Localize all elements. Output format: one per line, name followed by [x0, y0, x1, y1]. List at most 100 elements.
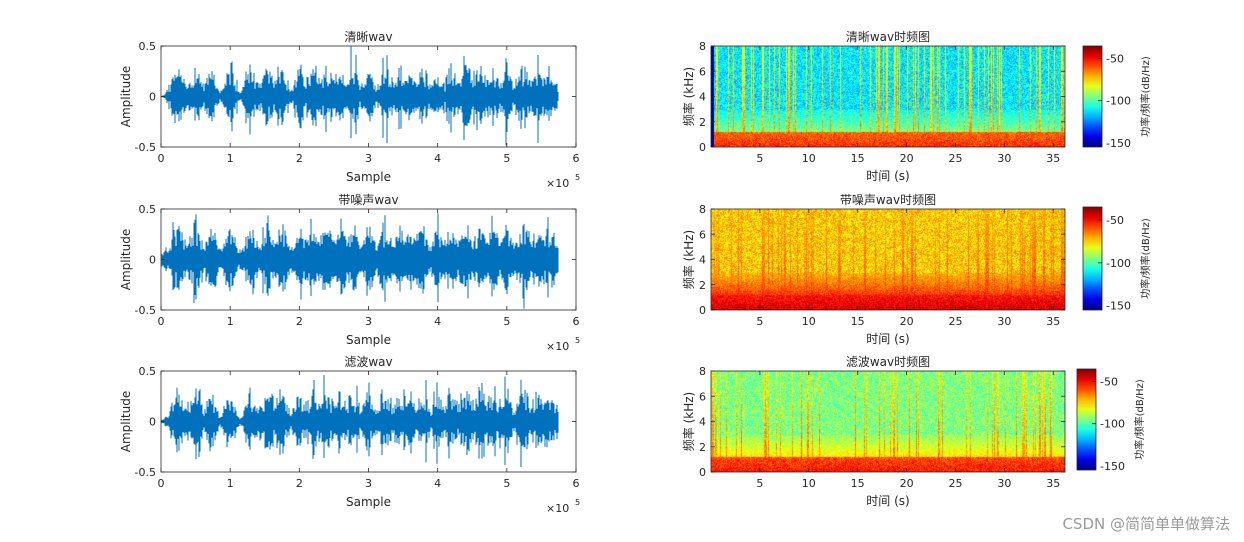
x-tick-label: 2 [296, 477, 303, 490]
x-tick-label: 2 [296, 152, 303, 165]
x-tick-label: 3 [365, 152, 372, 165]
plot-title: 带噪声wav时频图 [840, 193, 936, 207]
x-tick-label: 30 [997, 152, 1011, 165]
x-tick-label: 4 [434, 477, 441, 490]
x-axis-label: Sample [346, 333, 391, 347]
x-tick-label: 15 [851, 152, 865, 165]
x-axis-label: 时间 (s) [866, 332, 909, 346]
colorbar-tick-label: -50 [1106, 53, 1124, 66]
x-tick-label: 3 [365, 477, 372, 490]
x-tick-label: 6 [573, 152, 580, 165]
y-axis-label: 频率 (kHz) [681, 230, 696, 289]
x-tick-label: 1 [227, 152, 234, 165]
x-tick-label: 0 [158, 315, 165, 328]
colorbar-label: 功率/频率(dB/Hz) [1139, 218, 1152, 299]
x-tick-label: 25 [948, 315, 962, 328]
x-tick-label: 15 [851, 477, 865, 490]
x-tick-label: 1 [227, 477, 234, 490]
y-tick-label: 0.5 [139, 203, 157, 216]
x-exponent-power: 5 [575, 173, 580, 182]
x-tick-label: 0 [158, 152, 165, 165]
y-tick-label: 0 [699, 466, 706, 479]
plot-title: 带噪声wav [338, 193, 398, 207]
y-tick-label: 6 [699, 228, 706, 241]
x-tick-label: 5 [503, 152, 510, 165]
x-tick-label: 5 [503, 477, 510, 490]
spectrogram-image [711, 371, 1065, 472]
spectrogram-image [711, 46, 1065, 147]
x-tick-label: 5 [756, 152, 763, 165]
y-tick-label: 2 [699, 116, 706, 129]
plot-title: 滤波wav时频图 [846, 355, 930, 369]
colorbar-tick-label: -150 [1106, 300, 1131, 313]
y-tick-label: 2 [699, 441, 706, 454]
spectrogram-image [711, 209, 1065, 310]
y-tick-label: 4 [699, 416, 706, 429]
y-tick-label: 6 [699, 390, 706, 403]
plot-title: 清晰wav时频图 [846, 30, 930, 44]
x-tick-label: 20 [900, 152, 914, 165]
y-axis-label: Amplitude [119, 66, 133, 128]
waveform-line [161, 213, 559, 309]
colorbar-tick-label: -100 [1106, 257, 1131, 270]
y-axis-label: Amplitude [119, 229, 133, 291]
y-tick-label: 0.5 [139, 40, 157, 53]
y-axis-label: 频率 (kHz) [681, 392, 696, 451]
colorbar-tick-label: -50 [1100, 376, 1118, 389]
x-tick-label: 30 [997, 477, 1011, 490]
y-tick-label: 8 [699, 40, 706, 53]
colorbar-label: 功率/频率(dB/Hz) [1133, 379, 1146, 460]
y-tick-label: 2 [699, 279, 706, 292]
x-exponent-power: 5 [575, 336, 580, 345]
x-tick-label: 2 [296, 315, 303, 328]
colorbar-tick-label: -150 [1106, 137, 1131, 150]
y-tick-label: -0.5 [135, 304, 156, 317]
x-tick-label: 0 [158, 477, 165, 490]
plot-title: 滤波wav [344, 355, 392, 369]
x-tick-label: 25 [948, 477, 962, 490]
x-tick-label: 6 [573, 315, 580, 328]
x-exponent-label: ×10 [546, 177, 569, 190]
x-tick-label: 5 [756, 477, 763, 490]
y-tick-label: 4 [699, 254, 706, 267]
y-tick-label: 0 [149, 254, 156, 267]
y-tick-label: -0.5 [135, 466, 156, 479]
y-axis-label: 频率 (kHz) [681, 67, 696, 126]
colorbar-tick-label: -150 [1100, 460, 1125, 473]
x-axis-label: 时间 (s) [866, 169, 909, 183]
x-axis-label: 时间 (s) [866, 494, 909, 508]
x-tick-label: 35 [1046, 152, 1060, 165]
x-axis-label: Sample [346, 495, 391, 509]
y-tick-label: 0 [699, 304, 706, 317]
x-tick-label: 3 [365, 315, 372, 328]
y-tick-label: 4 [699, 91, 706, 104]
colorbar-tick-label: -100 [1100, 418, 1125, 431]
x-tick-label: 15 [851, 315, 865, 328]
x-exponent-label: ×10 [546, 340, 569, 353]
watermark: CSDN @简简单单做算法 [1062, 515, 1230, 533]
x-tick-label: 10 [802, 315, 816, 328]
y-tick-label: 0 [149, 91, 156, 104]
x-tick-label: 5 [503, 315, 510, 328]
plot-title: 清晰wav [344, 30, 392, 44]
colorbar-label: 功率/频率(dB/Hz) [1139, 56, 1152, 137]
y-tick-label: 6 [699, 65, 706, 78]
x-tick-label: 4 [434, 152, 441, 165]
y-tick-label: 8 [699, 365, 706, 378]
x-exponent-label: ×10 [546, 502, 569, 515]
y-axis-label: Amplitude [119, 391, 133, 453]
x-tick-label: 5 [756, 315, 763, 328]
x-tick-label: 6 [573, 477, 580, 490]
x-tick-label: 30 [997, 315, 1011, 328]
x-exponent-power: 5 [575, 498, 580, 507]
colorbar [1082, 45, 1103, 148]
colorbar-tick-label: -50 [1106, 214, 1124, 227]
x-tick-label: 20 [900, 315, 914, 328]
x-tick-label: 35 [1046, 315, 1060, 328]
y-tick-label: 0 [149, 416, 156, 429]
